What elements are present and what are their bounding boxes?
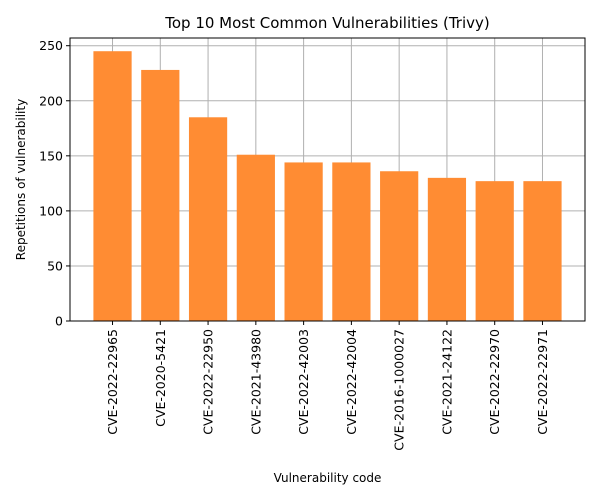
x-tick-label: CVE-2022-42004 (344, 329, 359, 435)
y-axis-label: Repetitions of vulnerability (14, 99, 28, 260)
x-ticks: CVE-2022-22965 CVE-2020-5421 CVE-2022-2295… (105, 321, 550, 451)
x-tick-label: CVE-2022-22950 (201, 329, 216, 435)
y-tick-label: 250 (39, 38, 63, 53)
y-tick-label: 0 (55, 314, 63, 329)
x-tick-label: CVE-2021-24122 (439, 329, 454, 435)
x-tick-label: CVE-2020-5421 (153, 329, 168, 427)
y-tick-label: 200 (39, 93, 63, 108)
y-tick-label: 100 (39, 203, 63, 218)
bar (427, 177, 467, 321)
y-ticks: 0 50 100 150 200 250 (39, 38, 70, 329)
bar (284, 162, 323, 321)
bar (523, 181, 562, 321)
bar (93, 51, 132, 321)
x-tick-label: CVE-2016-1000027 (392, 329, 407, 451)
axes (69, 37, 586, 322)
x-axis-label: Vulnerability code (274, 471, 382, 485)
bar (236, 154, 275, 321)
x-tick-label: CVE-2022-22970 (487, 329, 502, 435)
y-tick-label: 150 (39, 148, 63, 163)
bar (380, 171, 419, 321)
x-tick-label: CVE-2022-42003 (296, 329, 311, 435)
bars (93, 51, 562, 321)
bar (141, 69, 180, 321)
plot-frame (69, 37, 586, 322)
x-tick-label: CVE-2022-22971 (535, 329, 550, 435)
x-tick-label: CVE-2022-22965 (105, 329, 120, 435)
chart-title: Top 10 Most Common Vulnerabilities (Triv… (164, 14, 490, 32)
bar (188, 117, 228, 321)
bar (332, 162, 371, 321)
x-tick-label: CVE-2021-43980 (248, 329, 263, 435)
y-tick-label: 50 (47, 258, 63, 273)
bar (475, 181, 514, 321)
